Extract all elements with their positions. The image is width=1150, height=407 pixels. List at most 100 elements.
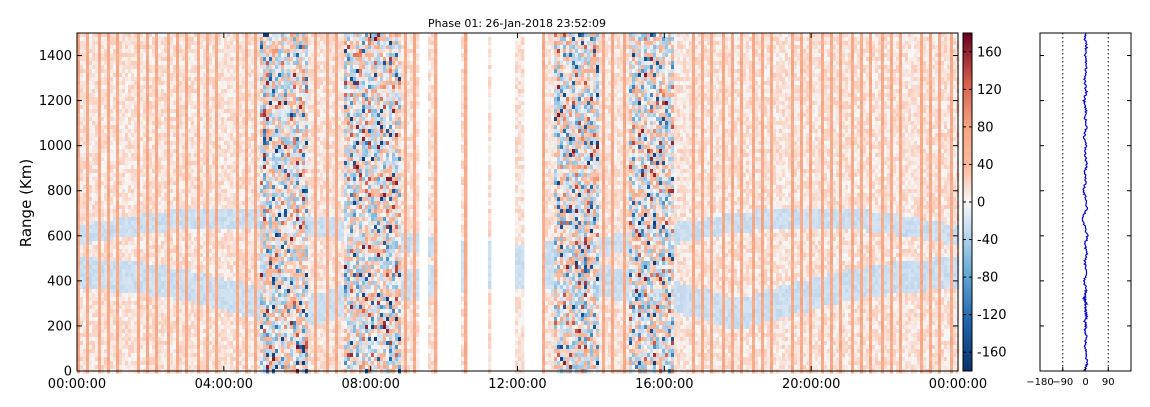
heatmap-cell [143, 357, 147, 362]
heatmap-cell [179, 153, 183, 158]
heatmap-cell [77, 133, 81, 138]
heatmap-cell [137, 281, 141, 286]
heatmap-cell [194, 189, 198, 194]
heatmap-cell [113, 349, 117, 354]
heatmap-cell [188, 189, 192, 194]
heatmap-cell [191, 149, 195, 154]
heatmap-cell [218, 333, 222, 338]
heatmap-cell [128, 81, 132, 86]
heatmap-cell [215, 153, 219, 158]
heatmap-cell [116, 133, 120, 138]
heatmap-cell [239, 197, 243, 202]
heatmap-cell [191, 145, 195, 150]
heatmap-cell [95, 209, 99, 214]
heatmap-cell [197, 293, 201, 298]
heatmap-cell [92, 209, 96, 214]
heatmap-cell [83, 85, 87, 90]
heatmap-cell [170, 233, 174, 238]
heatmap-cell [218, 197, 222, 202]
heatmap-cell [170, 33, 174, 38]
heatmap-cell [101, 93, 105, 98]
heatmap-cell [185, 57, 189, 62]
heatmap-cell [209, 53, 213, 58]
heatmap-cell [140, 157, 144, 162]
heatmap-cell [188, 281, 192, 286]
heatmap-cell [77, 177, 81, 182]
heatmap-cell [104, 97, 108, 102]
heatmap-cell [218, 61, 222, 66]
heatmap-cell [146, 245, 150, 250]
heatmap-cell [224, 349, 228, 354]
heatmap-cell [152, 213, 156, 218]
heatmap-cell [77, 161, 81, 166]
heatmap-cell [110, 189, 114, 194]
heatmap-cell [158, 213, 162, 218]
heatmap-cell [152, 201, 156, 206]
heatmap-cell [134, 169, 138, 174]
heatmap-cell [77, 273, 81, 278]
heatmap-cell [83, 149, 87, 154]
heatmap-cell [176, 81, 180, 86]
heatmap-cell [140, 337, 144, 342]
heatmap-cell [161, 269, 165, 274]
heatmap-cell [92, 193, 96, 198]
heatmap-cell [104, 129, 108, 134]
heatmap-cell [224, 229, 228, 234]
heatmap-cell [242, 57, 246, 62]
heatmap-cell [251, 253, 255, 258]
heatmap-cell [215, 121, 219, 126]
heatmap-cell [176, 325, 180, 330]
heatmap-cell [215, 113, 219, 118]
heatmap-cell [227, 129, 231, 134]
heatmap-cell [224, 69, 228, 74]
heatmap-cell [140, 49, 144, 54]
heatmap-cell [149, 73, 153, 78]
heatmap-cell [125, 297, 129, 302]
heatmap-cell [215, 141, 219, 146]
heatmap-cell [227, 261, 231, 266]
heatmap-cell [197, 53, 201, 58]
heatmap-cell [104, 141, 108, 146]
heatmap-cell [227, 189, 231, 194]
heatmap-cell [170, 241, 174, 246]
heatmap-cell [221, 205, 225, 210]
heatmap-cell [182, 165, 186, 170]
heatmap-cell [152, 153, 156, 158]
heatmap-cell [125, 361, 129, 366]
heatmap-cell [164, 129, 168, 134]
heatmap-cell [101, 225, 105, 230]
heatmap-cell [137, 129, 141, 134]
heatmap-cell [107, 229, 111, 234]
heatmap-cell [230, 117, 234, 122]
heatmap-cell [230, 85, 234, 90]
heatmap-cell [167, 57, 171, 62]
heatmap-cell [89, 205, 93, 210]
heatmap-cell [248, 333, 252, 338]
heatmap-cell [245, 225, 249, 230]
heatmap-cell [158, 265, 162, 270]
heatmap-cell [200, 309, 204, 314]
heatmap-cell [173, 121, 177, 126]
heatmap-cell [227, 241, 231, 246]
heatmap-cell [125, 225, 129, 230]
heatmap-cell [224, 245, 228, 250]
heatmap-cell [242, 277, 246, 282]
heatmap-cell [128, 53, 132, 58]
heatmap-cell [164, 305, 168, 310]
heatmap-cell [149, 77, 153, 82]
heatmap-cell [107, 105, 111, 110]
heatmap-cell [176, 313, 180, 318]
heatmap-cell [221, 165, 225, 170]
heatmap-cell [98, 81, 102, 86]
heatmap-cell [119, 37, 123, 42]
heatmap-cell [80, 201, 84, 206]
heatmap-cell [185, 137, 189, 142]
heatmap-cell [179, 217, 183, 222]
heatmap-cell [206, 89, 210, 94]
heatmap-cell [170, 201, 174, 206]
heatmap-cell [239, 113, 243, 118]
heatmap-cell [92, 237, 96, 242]
heatmap-cell [230, 325, 234, 330]
heatmap-cell [98, 53, 102, 58]
heatmap-cell [95, 213, 99, 218]
